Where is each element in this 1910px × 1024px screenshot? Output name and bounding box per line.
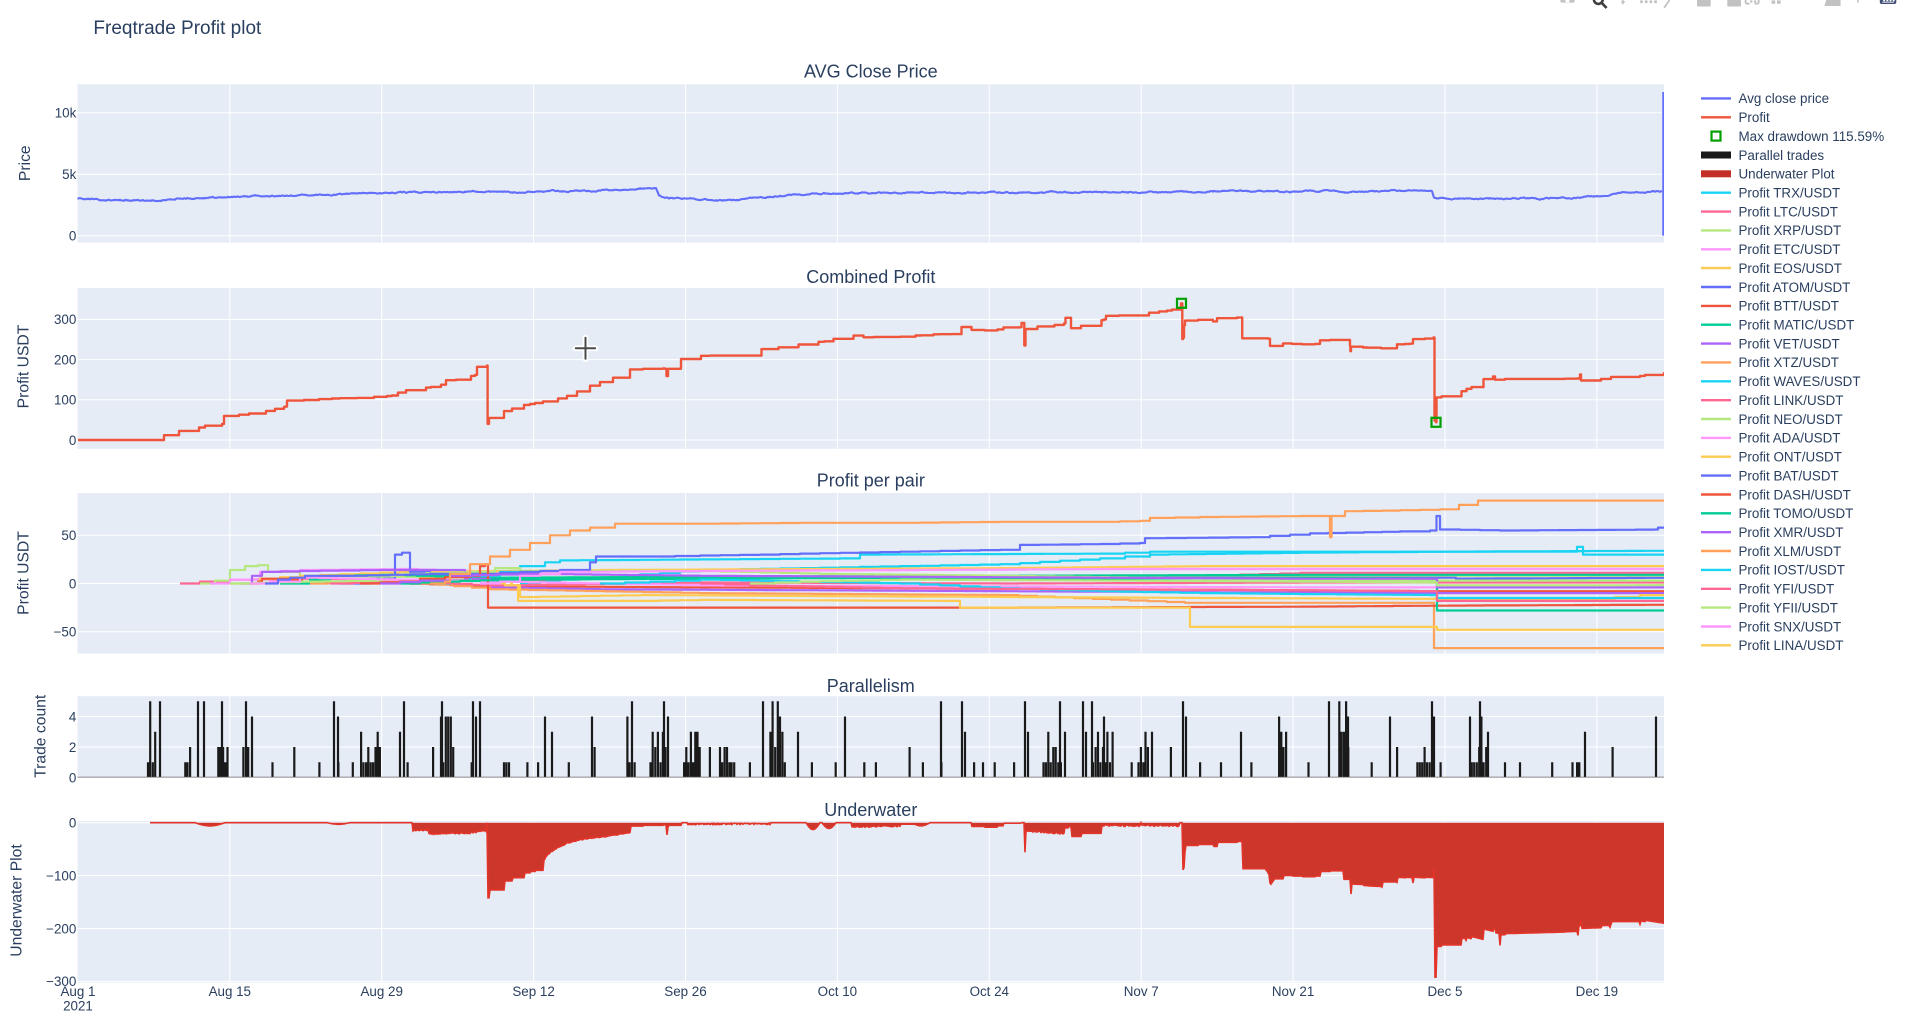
svg-text:Profit ETC/USDT: Profit ETC/USDT <box>1739 242 1841 257</box>
svg-text:Underwater: Underwater <box>824 800 917 820</box>
svg-text:Aug 29: Aug 29 <box>360 984 402 999</box>
svg-text:Profit per pair: Profit per pair <box>817 471 925 491</box>
svg-text:−300: −300 <box>46 974 76 989</box>
svg-text:Parallelism: Parallelism <box>827 676 915 696</box>
svg-text:Trade count: Trade count <box>33 694 50 778</box>
svg-text:5k: 5k <box>62 167 76 182</box>
svg-text:Profit DASH/USDT: Profit DASH/USDT <box>1739 487 1851 502</box>
svg-text:Profit YFII/USDT: Profit YFII/USDT <box>1739 600 1838 615</box>
svg-text:Aug 15: Aug 15 <box>209 984 251 999</box>
svg-text:Profit BAT/USDT: Profit BAT/USDT <box>1739 468 1839 483</box>
svg-text:Profit: Profit <box>1739 110 1771 125</box>
svg-text:Profit ADA/USDT: Profit ADA/USDT <box>1739 431 1841 446</box>
svg-text:2021: 2021 <box>63 999 93 1014</box>
svg-text:Dec 19: Dec 19 <box>1576 984 1618 999</box>
svg-text:Profit WAVES/USDT: Profit WAVES/USDT <box>1739 374 1861 389</box>
svg-text:Profit BTT/USDT: Profit BTT/USDT <box>1739 299 1839 314</box>
svg-text:Profit TRX/USDT: Profit TRX/USDT <box>1739 186 1841 201</box>
svg-text:Profit ATOM/USDT: Profit ATOM/USDT <box>1739 280 1851 295</box>
svg-text:200: 200 <box>54 352 76 367</box>
svg-text:300: 300 <box>54 312 76 327</box>
svg-text:Profit LINA/USDT: Profit LINA/USDT <box>1739 638 1844 653</box>
svg-text:Profit SNX/USDT: Profit SNX/USDT <box>1739 619 1842 634</box>
svg-text:Profit USDT: Profit USDT <box>16 531 33 615</box>
svg-text:Profit XMR/USDT: Profit XMR/USDT <box>1739 525 1844 540</box>
svg-text:Profit ONT/USDT: Profit ONT/USDT <box>1739 450 1842 465</box>
svg-text:2: 2 <box>69 740 76 755</box>
svg-text:0: 0 <box>69 770 76 785</box>
svg-text:Profit YFI/USDT: Profit YFI/USDT <box>1739 582 1835 597</box>
svg-text:Profit XRP/USDT: Profit XRP/USDT <box>1739 223 1842 238</box>
svg-text:Underwater Plot: Underwater Plot <box>8 844 25 957</box>
svg-text:Profit IOST/USDT: Profit IOST/USDT <box>1739 563 1845 578</box>
svg-text:Oct 10: Oct 10 <box>818 984 857 999</box>
svg-text:Profit NEO/USDT: Profit NEO/USDT <box>1739 412 1843 427</box>
svg-text:Profit EOS/USDT: Profit EOS/USDT <box>1739 261 1842 276</box>
svg-text:Dec 5: Dec 5 <box>1428 984 1463 999</box>
svg-text:Freqtrade Profit plot: Freqtrade Profit plot <box>93 18 262 39</box>
svg-text:−100: −100 <box>46 868 76 883</box>
svg-text:Profit LINK/USDT: Profit LINK/USDT <box>1739 393 1844 408</box>
svg-text:Profit USDT: Profit USDT <box>16 324 33 408</box>
svg-text:Profit MATIC/USDT: Profit MATIC/USDT <box>1739 318 1855 333</box>
svg-text:−200: −200 <box>46 921 76 936</box>
svg-text:0: 0 <box>69 433 76 448</box>
svg-text:Sep 12: Sep 12 <box>512 984 554 999</box>
svg-text:Nov 7: Nov 7 <box>1124 984 1159 999</box>
svg-text:Aug 1: Aug 1 <box>61 984 96 999</box>
svg-text:Profit TOMO/USDT: Profit TOMO/USDT <box>1739 506 1854 521</box>
svg-text:Parallel trades: Parallel trades <box>1739 148 1825 163</box>
svg-text:100: 100 <box>54 393 76 408</box>
svg-text:Oct 24: Oct 24 <box>970 984 1010 999</box>
svg-text:Price: Price <box>17 145 34 181</box>
svg-text:AVG Close Price: AVG Close Price <box>804 61 938 81</box>
svg-text:Combined Profit: Combined Profit <box>806 267 935 287</box>
svg-text:50: 50 <box>61 528 76 543</box>
svg-text:10k: 10k <box>55 106 77 121</box>
svg-text:4: 4 <box>69 709 77 724</box>
svg-text:Sep 26: Sep 26 <box>664 984 706 999</box>
svg-text:Profit LTC/USDT: Profit LTC/USDT <box>1739 204 1838 219</box>
svg-text:Underwater Plot: Underwater Plot <box>1739 167 1835 182</box>
svg-text:Nov 21: Nov 21 <box>1272 984 1314 999</box>
svg-text:0: 0 <box>69 576 76 591</box>
svg-text:0: 0 <box>69 816 76 831</box>
svg-text:−50: −50 <box>54 625 77 640</box>
svg-text:Max drawdown 115.59%: Max drawdown 115.59% <box>1739 129 1885 144</box>
svg-text:Avg close price: Avg close price <box>1739 91 1830 106</box>
svg-text:Profit XTZ/USDT: Profit XTZ/USDT <box>1739 355 1839 370</box>
svg-text:0: 0 <box>69 229 76 244</box>
svg-text:Profit XLM/USDT: Profit XLM/USDT <box>1739 544 1842 559</box>
svg-text:Profit VET/USDT: Profit VET/USDT <box>1739 336 1840 351</box>
